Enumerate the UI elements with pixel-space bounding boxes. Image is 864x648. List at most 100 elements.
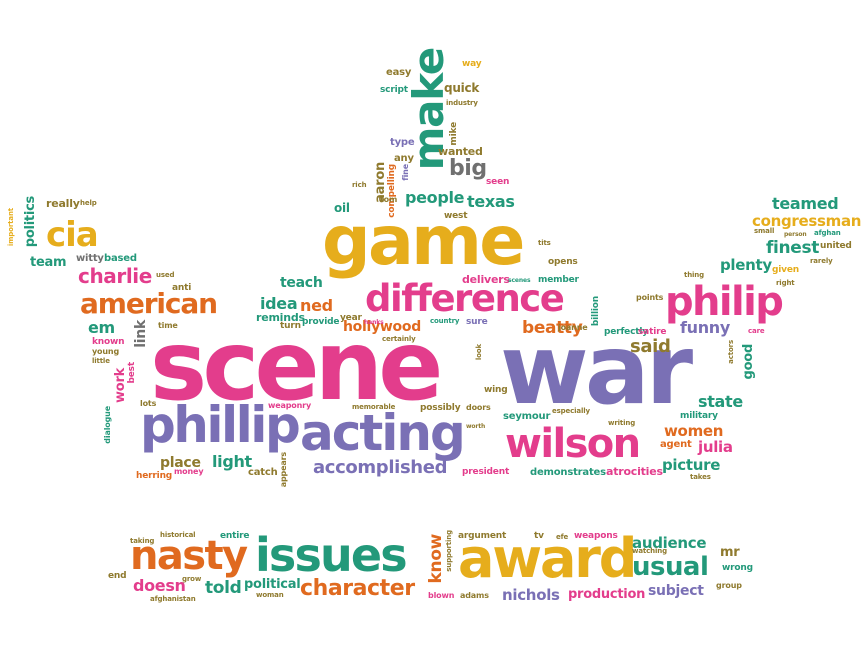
word-adams: adams [460,591,489,600]
word-tits: tits [538,239,551,247]
word-argument: argument [458,531,507,541]
word-time: time [158,321,178,330]
word-know: know [426,534,446,584]
word-war: war [500,314,693,426]
word-funny: funny [680,318,730,337]
word-known: known [92,337,125,347]
word-year: year [340,313,362,323]
word-catch: catch [248,467,278,478]
word-entire: entire [220,531,250,541]
word-watching: watching [632,547,667,555]
word-teamed: teamed [772,194,839,213]
word-award: award [458,527,637,590]
word-hanks: hanks [364,319,384,326]
word-possibly: possibly [420,403,461,413]
word-especially: especially [552,407,590,415]
word-supporting: supporting [445,530,453,572]
word-memorable: memorable [352,403,396,411]
word-american: american [80,287,218,320]
word-help: help [80,199,97,207]
word-nichols: nichols [502,586,560,604]
word-little: little [92,357,110,365]
word-takes: takes [690,473,711,481]
word-charlie: charlie [78,264,152,288]
word-easy: easy [386,67,412,78]
word-joanne: joanne [558,323,588,332]
word-mr: mr [720,545,740,560]
word-writing: writing [608,419,636,427]
word-mike: mike [449,122,459,146]
word-state: state [698,392,743,411]
word-turn: turn [280,321,301,331]
word-agent: agent [660,439,692,450]
word-character: character [300,576,415,601]
word-good: good [741,344,756,380]
word-oil: oil [334,201,350,215]
word-based: based [104,253,137,264]
word-young: young [92,347,120,356]
word-atrocities: atrocities [606,465,663,478]
word-reminds: reminds [256,311,305,324]
word-worth: worth [466,423,486,430]
word-wanted: wanted [438,145,483,158]
word-care: care [748,327,765,335]
word-military: military [680,411,718,421]
word-money: money [174,467,204,476]
word-taking: taking [130,537,155,545]
word-said: said [630,336,671,357]
word-weaponry: weaponry [268,401,312,410]
word-audience: audience [632,534,707,552]
word-game: game [322,202,525,281]
word-anti: anti [172,283,192,293]
word-rich: rich [352,181,367,189]
word-sure: sure [466,317,488,327]
word-philip: philip [665,279,784,325]
word-hollywood: hollywood [343,319,421,335]
word-scenes: scenes [508,277,531,284]
word-opens: opens [548,257,578,267]
word-actors: actors [727,340,735,364]
word-blown: blown [428,591,455,600]
word-told: told [205,578,242,598]
word-difference: difference [365,277,565,320]
word-lots: lots [140,399,157,408]
word-appears: appears [279,452,288,488]
word-right: right [776,279,795,287]
word-herring: herring [136,471,173,481]
word-perfectly: perfectly [604,327,648,337]
word-important: important [7,208,15,247]
word-dialogue: dialogue [103,406,112,444]
word-nasty: nasty [130,533,248,579]
word-tom: tom [380,195,398,204]
word-afghanistan: afghanistan [150,595,196,603]
word-phillip: phillip [140,396,301,454]
word-doors: doors [466,403,491,412]
word-billion: billion [591,296,601,327]
word-member: member [538,275,579,285]
word-political: political [244,577,301,592]
word-usual: usual [632,552,709,582]
word-group: group [716,581,742,590]
word-united: united [820,241,852,251]
word-issues: issues [255,528,408,582]
word-way: way [462,59,482,69]
word-any: any [394,153,414,164]
word-fine: fine [401,164,410,181]
word-accomplished: accomplished [313,457,448,478]
word-weapons: weapons [574,531,618,541]
word-end: end [108,571,127,581]
word-link: link [133,320,149,348]
word-team: team [30,255,67,270]
word-efe: efe [556,533,569,541]
word-wrong: wrong [722,563,753,573]
word-grow: grow [182,575,202,583]
word-wing: wing [484,385,508,395]
word-subject: subject [648,583,704,599]
word-certainly: certainly [382,335,416,343]
word-points: points [636,293,664,302]
word-compelling: compelling [387,164,397,218]
word-thing: thing [684,271,705,279]
word-seymour: seymour [503,411,551,422]
word-person: person [784,231,807,238]
word-look: look [475,344,483,361]
